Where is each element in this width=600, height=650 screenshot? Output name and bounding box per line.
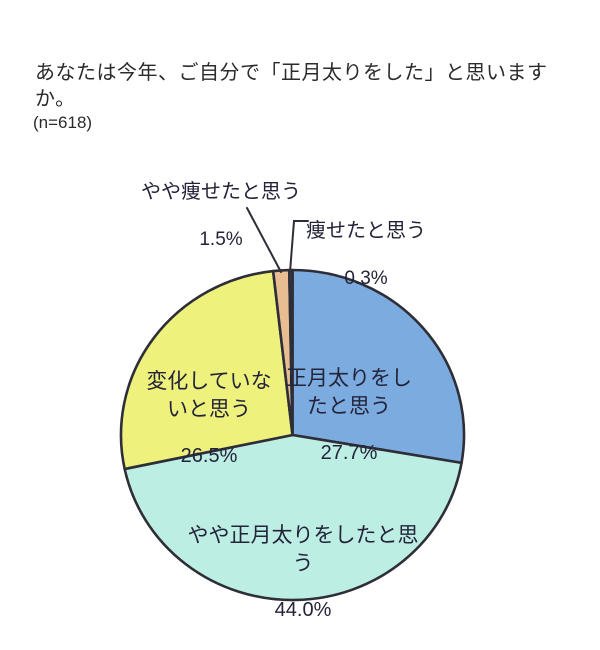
label-slightly-gained-pct: 44.0% [274, 599, 332, 621]
sample-size-label: (n=618) [33, 113, 93, 132]
label-slightly-gained-text: やや正月太りをしたと思 う [187, 524, 419, 575]
label-slightly-thinner-text: やや痩せたと思う [141, 181, 301, 203]
pie-slice-1 [291, 268, 466, 465]
label-thinner: 痩せたと思う 0.3% [241, 198, 491, 312]
label-slightly-thinner-pct: 1.5% [199, 229, 243, 250]
label-thinner-pct: 0.3% [344, 268, 388, 289]
label-thinner-text: 痩せたと思う [306, 220, 426, 242]
pie-slices [119, 268, 466, 602]
label-gained-weight-text: 正月太りをし たと思う [286, 367, 412, 418]
pie-slice-3 [119, 269, 294, 471]
label-no-change: 変化していな いと思う 26.5% [84, 350, 334, 489]
label-gained-weight-pct: 27.7% [320, 442, 378, 464]
label-slightly-gained: やや正月太りをしたと思 う 44.0% [143, 504, 463, 643]
chart-title: あなたは今年、ご自分で「正月太りをした」と思いますか。 [35, 62, 548, 110]
label-gained-weight: 正月太りをし たと思う 27.7% [224, 347, 474, 486]
leader-line-thinner [289, 220, 309, 273]
label-slightly-thinner: やや痩せたと思う 1.5% [96, 159, 346, 273]
label-no-change-pct: 26.5% [180, 445, 238, 467]
pie-slice-2 [123, 433, 463, 602]
leader-line-slightly-thinner [246, 207, 282, 273]
label-no-change-text: 変化していな いと思う [146, 370, 272, 421]
